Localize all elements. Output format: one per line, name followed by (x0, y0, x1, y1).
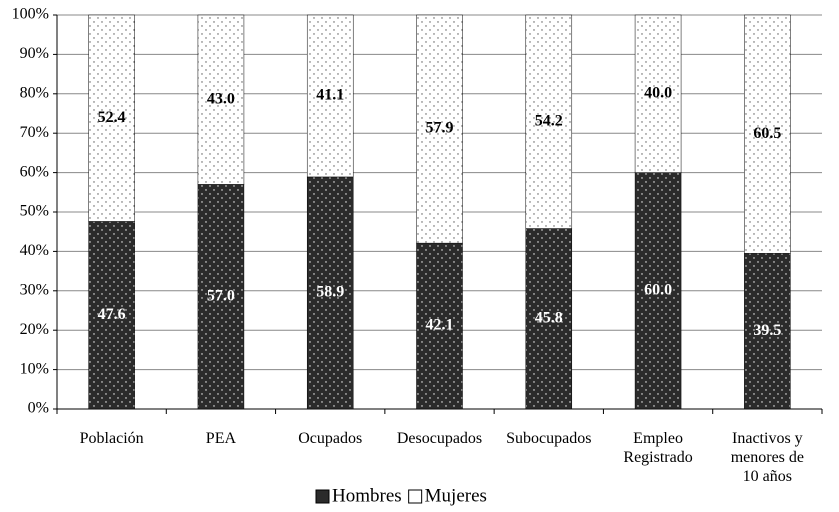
data-label: 47.6 (98, 306, 126, 323)
bar-segment (634, 172, 682, 410)
legend-swatch (408, 489, 423, 504)
bar-segment (416, 14, 463, 244)
bar-segment (525, 228, 573, 410)
x-tick-label: Desocupados (396, 430, 483, 447)
bar-segment (197, 14, 245, 185)
data-label: 58.9 (316, 284, 344, 301)
bar-segment (306, 176, 354, 410)
bar-segment (197, 184, 245, 410)
data-label: 39.5 (753, 322, 781, 339)
y-tick-label: 90% (20, 45, 49, 62)
data-label: 40.0 (644, 84, 672, 101)
legend-label: Hombres (332, 485, 402, 506)
x-tick-label: PEA (205, 430, 237, 447)
x-tick-label: Población (79, 430, 144, 447)
y-tick-label: 30% (20, 281, 49, 298)
data-label: 60.0 (644, 281, 672, 298)
x-tick-label: Empleo Registrado (623, 430, 693, 466)
data-label: 45.8 (535, 309, 563, 326)
data-label: 60.5 (753, 125, 781, 142)
legend: Hombres Mujeres (315, 485, 487, 506)
bar-segment (88, 221, 135, 410)
y-tick-label: 20% (20, 321, 49, 338)
y-tick-label: 10% (20, 360, 49, 377)
legend-swatch (315, 489, 330, 504)
y-tick-label: 80% (20, 84, 49, 101)
bar-segment (416, 242, 463, 410)
data-label: 42.1 (426, 317, 454, 334)
y-tick-label: 50% (20, 203, 49, 220)
y-tick-label: 40% (20, 242, 49, 259)
bar-segment (525, 14, 573, 229)
data-label: 57.9 (426, 120, 454, 137)
y-tick-label: 100% (12, 6, 49, 23)
bar-segment (306, 14, 354, 178)
bar-segment (88, 14, 135, 222)
y-tick-label: 0% (28, 400, 49, 417)
bar-segment (634, 14, 682, 173)
bar-segment (744, 14, 791, 254)
legend-label: Mujeres (425, 485, 487, 506)
x-tick-label: Ocupados (298, 430, 363, 447)
x-tick-label: Inactivos y menores de 10 años (730, 430, 804, 485)
x-tick-label: Subocupados (506, 430, 592, 447)
y-tick-label: 70% (20, 124, 49, 141)
data-label: 43.0 (207, 90, 235, 107)
y-tick-label: 60% (20, 163, 49, 180)
bar-segment (744, 253, 791, 410)
data-label: 41.1 (316, 87, 344, 104)
data-label: 54.2 (535, 112, 563, 129)
data-label: 52.4 (98, 109, 126, 126)
data-label: 57.0 (207, 287, 235, 304)
